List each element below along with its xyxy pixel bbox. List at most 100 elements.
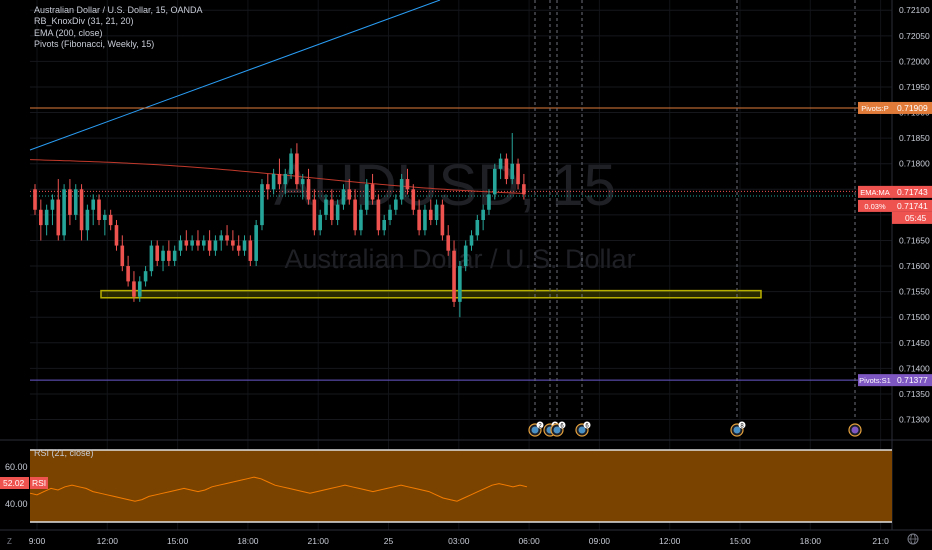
candle-body	[359, 209, 363, 231]
time-tick: 12:00	[97, 536, 119, 546]
price-tick: 0.71600	[899, 261, 930, 271]
time-tick: 09:00	[589, 536, 611, 546]
price-tick: 0.71500	[899, 312, 930, 322]
candle-body	[62, 189, 66, 236]
candle-body	[295, 153, 299, 185]
event-count: 8	[740, 424, 744, 430]
candle-body	[411, 189, 416, 210]
event-count-badge	[536, 421, 544, 429]
candle-body	[318, 214, 322, 231]
globe-icon[interactable]	[907, 533, 919, 545]
candle-body	[219, 235, 224, 241]
candle-body	[108, 214, 113, 226]
candle-body	[236, 245, 241, 251]
scale-button[interactable]: Z	[7, 537, 12, 546]
time-axis[interactable]: 9:00 12:00 15:00 18:00 21:00 25 03:00 06:00 09:0…	[29, 536, 889, 546]
price-tick: 0.71800	[899, 159, 930, 169]
candle-body	[289, 153, 293, 174]
candle-body	[167, 250, 171, 261]
event-count-badge	[583, 421, 591, 429]
candle-body	[248, 240, 253, 261]
pivot-p-tag	[858, 101, 892, 114]
candle-body	[364, 184, 369, 210]
price-tick: 0.71450	[899, 338, 930, 348]
rsi-line	[29, 476, 528, 502]
countdown-tag	[892, 211, 932, 224]
time-tick: 12:00	[659, 536, 681, 546]
candle-body	[254, 225, 258, 261]
time-tick: 21:00	[308, 536, 330, 546]
candle-body	[184, 240, 189, 246]
candle-body	[39, 209, 43, 226]
event-count-badge	[738, 421, 746, 429]
flag-icon	[851, 426, 859, 434]
time-tick: 9:00	[29, 536, 46, 546]
last-price-tag	[858, 199, 892, 212]
candle-body	[126, 266, 130, 282]
candle-body	[522, 184, 526, 195]
candle-body	[33, 189, 37, 210]
candle-body	[341, 189, 346, 205]
candle-body	[335, 204, 340, 220]
ema-value-tag	[892, 185, 932, 198]
price-tick: 0.72100	[899, 5, 930, 15]
candle-body	[56, 199, 61, 236]
pivot-p-tag-text: Pivots:P	[861, 104, 889, 113]
horizontal-grid	[30, 9, 892, 421]
candle-body	[492, 168, 497, 195]
candle-body	[388, 209, 392, 220]
candle-body	[324, 199, 328, 215]
indicator-pivots[interactable]: Pivots (Fibonacci, Weekly, 15)	[34, 38, 155, 49]
candle-body	[498, 158, 503, 169]
time-tick: 18:00	[237, 536, 259, 546]
candle-body	[277, 173, 282, 185]
candle-body	[103, 214, 107, 220]
pivot-p-value-tag	[892, 101, 932, 114]
pivot-p-value: 0.71909	[897, 103, 928, 113]
candle-body	[306, 179, 311, 200]
candle-body	[91, 199, 95, 210]
price-tick: 0.71650	[899, 235, 930, 245]
candle-body	[79, 189, 84, 231]
ema-line	[29, 159, 524, 194]
trend-line[interactable]	[29, 0, 441, 151]
flag-icon	[531, 426, 539, 434]
countdown: 05:45	[905, 213, 927, 223]
candle-body	[120, 245, 125, 267]
symbol-line[interactable]: Australian Dollar / U.S. Dollar, 15, OAN…	[34, 5, 203, 15]
candle-body	[178, 240, 183, 251]
candle-body	[394, 199, 398, 210]
candle-body	[382, 220, 386, 231]
price-tick: 0.72000	[899, 56, 930, 66]
candle-body	[516, 163, 520, 185]
candle-body	[143, 271, 148, 282]
candle-body	[370, 184, 375, 200]
event-count: 6	[560, 424, 564, 430]
flag-icon	[733, 426, 741, 434]
candle-body	[85, 209, 90, 231]
rsi-title[interactable]: RSI (21, close)	[34, 448, 94, 458]
pivot-s1-value-tag	[892, 374, 932, 387]
event-count: 2	[538, 424, 542, 430]
support-zone[interactable]	[100, 289, 762, 299]
candle-body	[434, 204, 439, 220]
candle-body	[347, 189, 352, 200]
event-count: 6	[585, 424, 589, 430]
flag-icon	[578, 426, 586, 434]
price-tick: 0.71550	[899, 287, 930, 297]
indicator-ema[interactable]: EMA (200, close)	[34, 27, 103, 38]
pivot-s1-tag	[858, 374, 892, 387]
time-tick: 21:0	[872, 536, 889, 546]
candle-body	[161, 250, 165, 261]
candle-body	[428, 209, 433, 220]
candle-body	[510, 163, 515, 180]
candle-body	[137, 281, 142, 297]
time-tick: 03:00	[448, 536, 470, 546]
candle-body	[155, 245, 160, 261]
candle-body	[330, 199, 334, 220]
pivot-s1-tag-text: Pivots:S1	[859, 376, 891, 385]
candle-body	[271, 173, 276, 190]
vertical-grid	[36, 0, 882, 530]
indicator-knoxdiv[interactable]: RB_KnoxDiv (31, 21, 20)	[34, 16, 134, 27]
